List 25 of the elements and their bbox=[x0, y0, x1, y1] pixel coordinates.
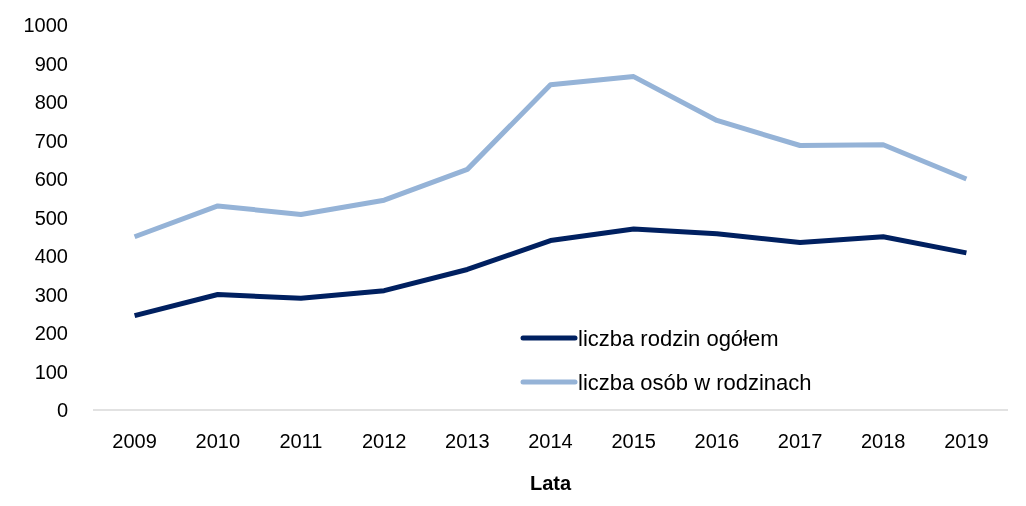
y-tick-label: 1000 bbox=[23, 14, 68, 36]
legend-label: liczba rodzin ogółem bbox=[578, 325, 779, 351]
y-tick-label: 0 bbox=[56, 399, 68, 421]
x-axis-title: Lata bbox=[529, 472, 572, 494]
y-tick-label: 500 bbox=[34, 206, 68, 229]
y-tick-label: 200 bbox=[34, 322, 68, 344]
y-tick-label: 300 bbox=[34, 283, 68, 306]
y-tick-label: 600 bbox=[34, 168, 68, 190]
x-tick-label: 2013 bbox=[445, 430, 490, 452]
x-tick-label: 2018 bbox=[860, 430, 906, 452]
x-tick-label: 2017 bbox=[777, 430, 823, 452]
x-tick-label: 2014 bbox=[528, 430, 573, 452]
y-tick-label: 700 bbox=[34, 129, 68, 152]
x-tick-label: 2012 bbox=[361, 430, 407, 452]
y-tick-label: 800 bbox=[34, 91, 68, 113]
x-tick-label: 2009 bbox=[112, 430, 157, 452]
x-tick-label: 2011 bbox=[279, 430, 323, 452]
legend-label: liczba osób w rodzinach bbox=[578, 369, 812, 395]
x-tick-label: 2010 bbox=[195, 430, 241, 452]
x-tick-label: 2019 bbox=[944, 430, 989, 452]
y-tick-label: 100 bbox=[34, 360, 68, 383]
x-tick-label: 2016 bbox=[694, 430, 740, 452]
y-tick-label: 400 bbox=[34, 245, 68, 267]
x-tick-label: 2015 bbox=[611, 430, 656, 452]
y-tick-label: 900 bbox=[34, 52, 68, 75]
